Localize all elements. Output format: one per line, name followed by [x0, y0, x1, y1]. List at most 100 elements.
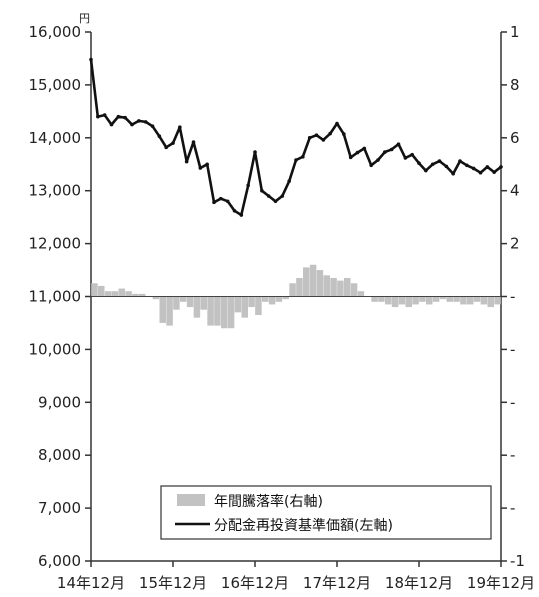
bar [446, 296, 453, 302]
bar [173, 296, 180, 310]
right-tick-label: - [510, 340, 515, 358]
right-tick-label: 6 [510, 129, 520, 147]
line-point [307, 136, 312, 140]
bar [309, 264, 317, 297]
bar [405, 296, 412, 308]
bar [262, 296, 269, 302]
bar [289, 283, 296, 297]
bar [159, 296, 166, 323]
right-tick-label: - [510, 446, 515, 464]
bar [330, 277, 337, 297]
line-point [403, 156, 408, 160]
line-series [89, 57, 503, 217]
line-point [225, 199, 230, 204]
line-point [164, 145, 168, 150]
bar [412, 296, 419, 305]
line-point [130, 122, 134, 127]
legend-line-label: 分配金再投資基準価額(左軸) [214, 517, 393, 534]
line-point [383, 150, 387, 154]
line-point [253, 150, 257, 154]
left-tick-label: 6,000 [38, 552, 81, 570]
line-point [116, 114, 121, 119]
left-tick-label: 11,000 [29, 288, 82, 306]
line-point [342, 132, 346, 136]
x-tick-label: 14年12月 [57, 574, 125, 592]
line-point [171, 141, 175, 145]
left-tick-label: 8,000 [38, 446, 81, 464]
left-axis-unit: 円 [79, 12, 90, 25]
bar [193, 296, 201, 318]
line-point [246, 183, 250, 188]
bar [439, 296, 447, 300]
x-tick-label: 15年12月 [139, 574, 207, 592]
bar [132, 293, 139, 297]
bar [337, 280, 344, 297]
bar [323, 275, 330, 297]
line-point [465, 163, 469, 168]
line-point [96, 114, 100, 119]
line-point [178, 125, 182, 130]
bar [118, 288, 125, 297]
line-point [157, 134, 162, 139]
line-point [430, 162, 435, 167]
line-point [369, 163, 373, 168]
line-point [424, 168, 428, 173]
bar-series [91, 264, 501, 329]
bar [186, 296, 194, 308]
line-point [219, 196, 223, 201]
left-tick-label: 12,000 [29, 235, 82, 253]
line-point [335, 121, 339, 126]
line-point [451, 171, 455, 176]
left-tick-label: 7,000 [38, 499, 81, 517]
right-tick-label: 1 [510, 23, 520, 41]
bar [255, 296, 262, 316]
bar [487, 296, 494, 308]
bar [200, 296, 207, 310]
bar [221, 296, 228, 329]
legend-bar-swatch [177, 494, 205, 506]
line-point [389, 147, 394, 152]
x-axis-ticks: 14年12月 15年12月 16年12月 17年12月 18年12月 19年12月 [57, 561, 535, 592]
bar [467, 296, 474, 305]
line-point [478, 170, 483, 175]
bar [152, 296, 160, 300]
right-tick-label: - [510, 499, 515, 517]
bar [350, 283, 358, 297]
line-point [260, 188, 264, 193]
line-point [417, 161, 421, 165]
line-point [444, 164, 449, 169]
bar [391, 296, 399, 308]
bar [378, 296, 385, 302]
line-point [471, 166, 476, 171]
bar [398, 296, 406, 305]
line-point [362, 146, 367, 151]
line-point [437, 159, 442, 163]
right-tick-label: 8 [510, 76, 520, 94]
left-tick-label: 14,000 [29, 129, 82, 147]
line-point [348, 155, 353, 160]
bar [241, 296, 248, 318]
bar [419, 296, 426, 302]
bar [460, 296, 467, 305]
bar [357, 291, 365, 297]
right-tick-label: 2 [510, 235, 520, 253]
line-point [191, 140, 196, 144]
bar [207, 296, 214, 326]
line-point [287, 179, 291, 183]
left-tick-label: 13,000 [29, 182, 82, 200]
line-point [137, 119, 141, 123]
bar [316, 270, 324, 297]
right-tick-label: 4 [510, 182, 520, 200]
bar [139, 293, 146, 297]
line-point [109, 122, 114, 127]
bar [371, 296, 378, 302]
line-point [143, 120, 148, 124]
right-tick-label: - [510, 288, 515, 306]
bar [344, 277, 351, 297]
line-point [273, 199, 278, 204]
left-axis-ticks: 6,000 7,000 8,000 9,000 10,000 11,000 12,000 13… [29, 23, 91, 570]
line-point [410, 152, 414, 157]
line-point [184, 159, 189, 164]
line-point [212, 200, 216, 205]
